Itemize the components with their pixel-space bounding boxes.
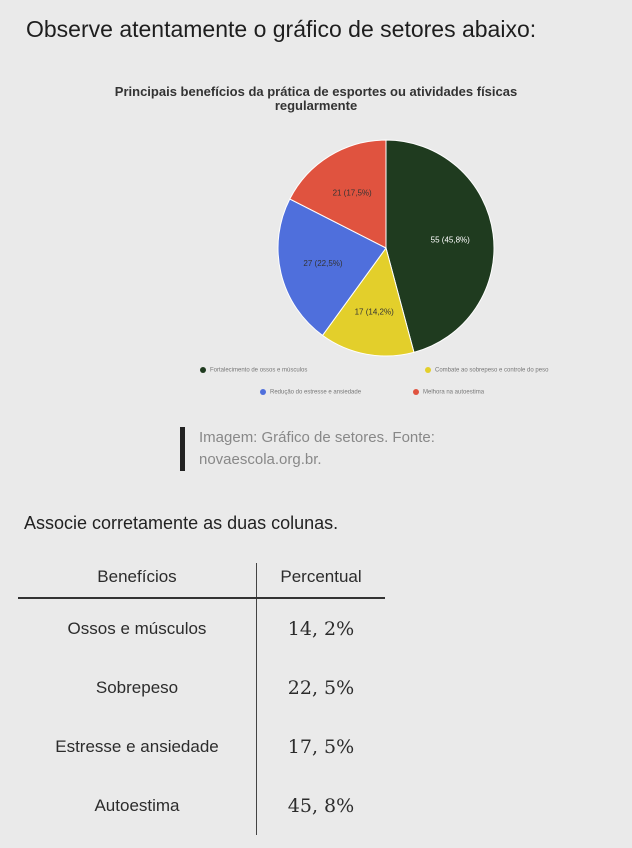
header-percent: Percentual (256, 563, 385, 599)
percent-cell: 22, 5% (287, 676, 355, 699)
table-row: Ossos e músculos 14, 2% (18, 598, 385, 658)
legend-label: Combate ao sobrepeso e controle do peso (435, 367, 549, 374)
slice-label: 55 (45,8%) (431, 236, 470, 245)
legend-label: Redução do estresse e ansiedade (270, 389, 362, 396)
legend-item-3: Melhora na autoestima (413, 389, 484, 396)
pie-slice (289, 139, 387, 249)
percent-cell: 45, 8% (287, 794, 355, 817)
benefit-cell: Autoestima (18, 776, 257, 835)
legend-label: Melhora na autoestima (423, 389, 485, 396)
benefit-cell: Estresse e ansiedade (18, 717, 257, 776)
legend-label: Fortalecimento de ossos e músculos (210, 367, 308, 374)
slice-label: 27 (22,5%) (303, 259, 342, 268)
table-row: Sobrepeso 22, 5% (18, 658, 385, 717)
header-benefits: Benefícios (18, 563, 257, 599)
caption-line2: novaescola.org.br. (199, 451, 322, 468)
legend-item-2: Redução do estresse e ansiedade (260, 389, 361, 396)
pie-slice (321, 246, 415, 357)
instruction-text: Associe corretamente as duas colunas. (24, 513, 339, 533)
percent-cell: 14, 2% (287, 617, 355, 640)
pie-slice (277, 198, 387, 337)
table-row: Estresse e ansiedade 17, 5% (18, 717, 385, 776)
percent-cell: 17, 5% (287, 735, 355, 758)
slice-label: 17 (14,2%) (355, 308, 394, 317)
association-table: Benefícios Percentual Ossos e músculos 1… (18, 563, 385, 835)
pie-chart: Principais benefícios da prática de espo… (0, 85, 632, 405)
legend-swatch (200, 367, 206, 373)
chart-title-line1: Principais benefícios da prática de espo… (114, 84, 518, 99)
slice-label: 21 (17,5%) (333, 189, 372, 198)
benefit-cell: Ossos e músculos (18, 598, 257, 658)
benefit-cell: Sobrepeso (18, 658, 257, 717)
image-caption: Imagem: Gráfico de setores. Fonte: novae… (180, 427, 499, 471)
legend-swatch (425, 367, 431, 373)
question-text: Observe atentamente o gráfico de setores… (26, 16, 537, 42)
table-row: Autoestima 45, 8% (18, 776, 385, 835)
legend-item-0: Fortalecimento de ossos e músculos (200, 367, 307, 374)
chart-title: Principais benefícios da prática de espo… (0, 85, 632, 113)
legend-item-1: Combate ao sobrepeso e controle do peso (425, 367, 548, 374)
chart-title-line2: regularmente (274, 98, 358, 113)
legend-swatch (260, 389, 266, 395)
pie-slice (385, 139, 495, 353)
caption-line1: Imagem: Gráfico de setores. Fonte: (199, 429, 435, 446)
legend-swatch (413, 389, 419, 395)
table-header-row: Benefícios Percentual (18, 563, 385, 599)
pie-svg: 55 (45,8%) 17 (14,2%) 27 (22,5%) 21 (17,5%) (277, 139, 495, 357)
